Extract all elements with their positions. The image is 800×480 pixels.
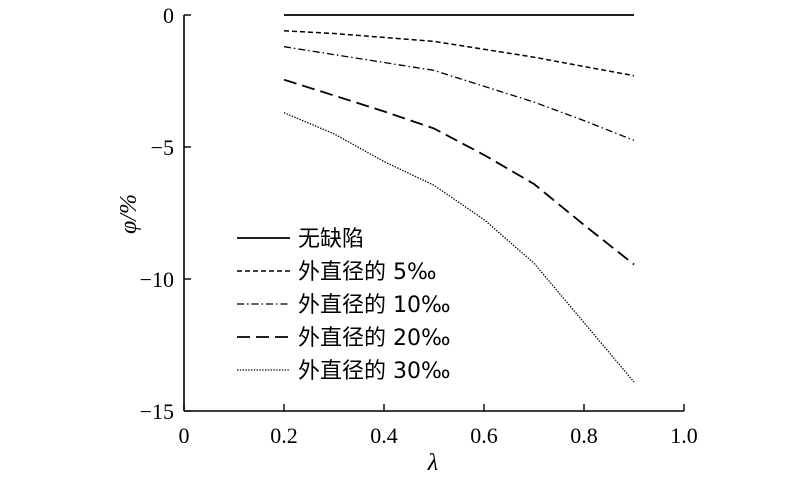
y-tick-label: −15 [140,399,174,424]
x-axis-label: λ [427,450,438,476]
series-line-4 [283,78,635,266]
y-axis-label: φ/% [116,194,142,234]
x-tick-label: 0.6 [470,423,498,448]
axes: 0 0.2 0.4 0.6 0.8 1.0 0 −5 −10 −15 [140,3,698,448]
x-tick-label: 0.8 [570,423,598,448]
x-tick-label: 0.4 [370,423,398,448]
x-tick-label: 0.2 [270,423,298,448]
legend-label-3: 外直径的 10‰ [298,293,451,318]
legend-label-4: 外直径的 20‰ [298,326,451,351]
x-tick-label: 1.0 [670,423,698,448]
x-tick-label: 0 [179,423,190,448]
legend-label-2: 外直径的 5‰ [298,260,437,285]
series-line-3 [283,46,635,142]
y-tick-label: −5 [151,135,174,160]
legend-label-5: 外直径的 30‰ [298,359,451,384]
legend-label-1: 无缺陷 [298,227,364,252]
series-layer [283,14,635,383]
y-tick-label: −10 [140,267,174,292]
series-line-2 [283,30,635,77]
y-tick-label: 0 [163,3,174,28]
series-line-5 [283,112,635,383]
